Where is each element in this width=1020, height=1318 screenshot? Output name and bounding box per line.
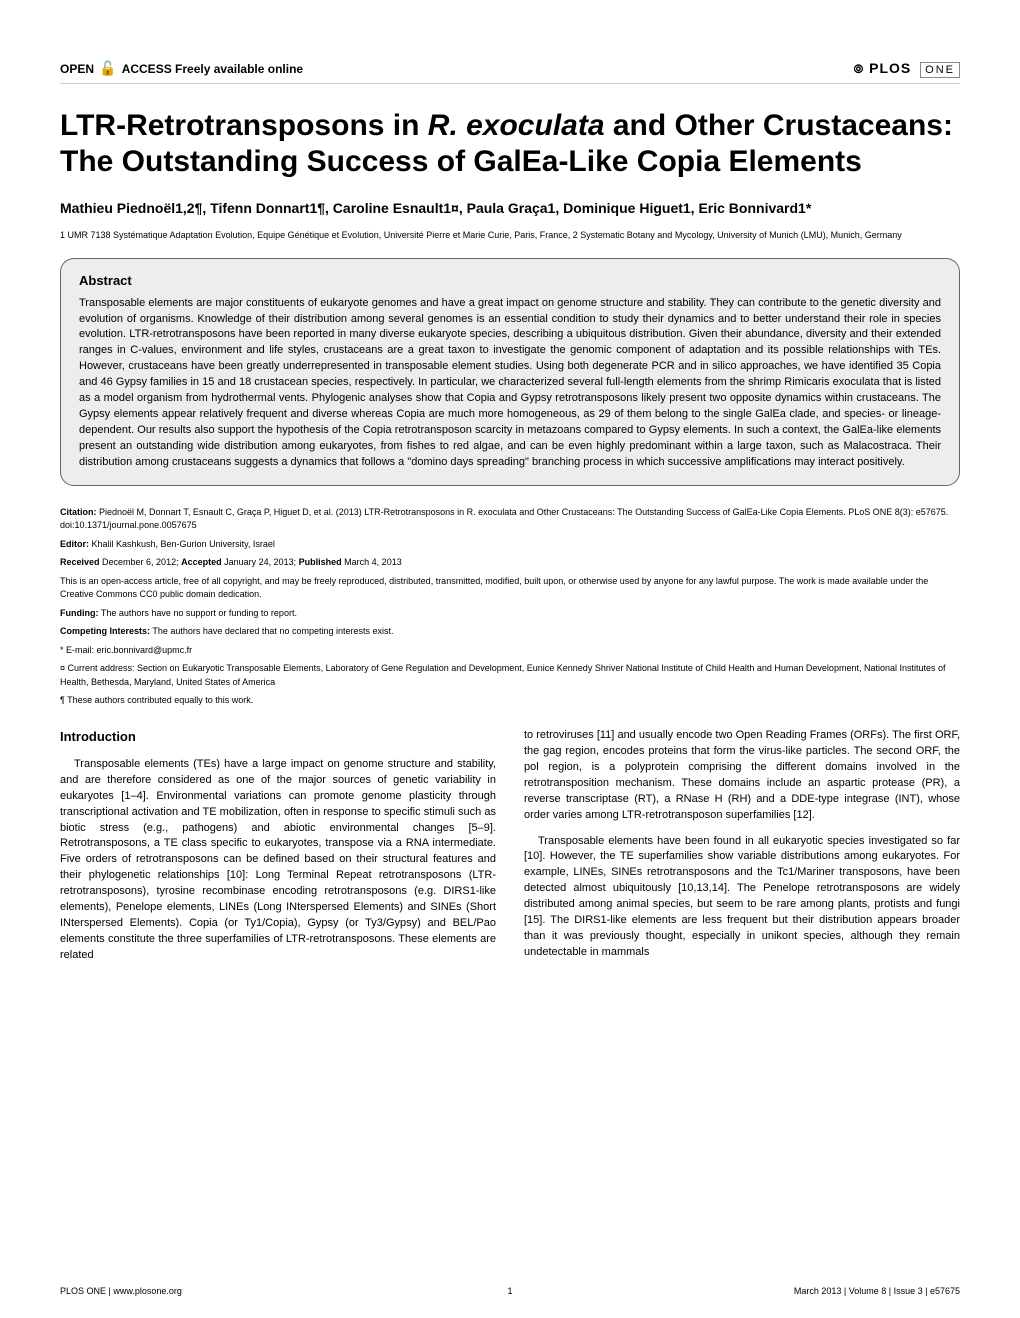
received-label: Received — [60, 557, 100, 567]
plos-circle-icon: ⦾ — [854, 62, 865, 76]
footer-left: PLOS ONE | www.plosone.org — [60, 1286, 360, 1296]
article-title: LTR-Retrotransposons in R. exoculata and… — [60, 108, 960, 180]
body-columns: Introduction Transposable elements (TEs)… — [60, 728, 960, 974]
abstract-body: Transposable elements are major constitu… — [79, 296, 941, 471]
page-footer: PLOS ONE | www.plosone.org 1 March 2013 … — [60, 1286, 960, 1296]
intro-left-p1: Transposable elements (TEs) have a large… — [60, 757, 496, 964]
accepted-text: January 24, 2013; — [222, 557, 299, 567]
editor-text: Khalil Kashkush, Ben-Gurion University, … — [89, 539, 275, 549]
funding-text: The authors have no support or funding t… — [98, 608, 296, 618]
lock-open-icon: 🔓 — [99, 60, 116, 76]
intro-right-p2: Transposable elements have been found in… — [524, 834, 960, 962]
email-line: * E-mail: eric.bonnivard@upmc.fr — [60, 644, 960, 658]
citation-label: Citation: — [60, 507, 97, 517]
funding-label: Funding: — [60, 608, 98, 618]
journal-logo: ⦾ PLOS ONE — [854, 60, 960, 77]
open-access-tagline: Freely available online — [175, 62, 303, 76]
header-row: OPEN 🔓 ACCESS Freely available online ⦾ … — [60, 60, 960, 84]
competing-label: Competing Interests: — [60, 626, 150, 636]
abstract-box: Abstract Transposable elements are major… — [60, 258, 960, 486]
editor-label: Editor: — [60, 539, 89, 549]
journal-logo-text: PLOS — [869, 60, 911, 76]
meta-block: Citation: Piednoël M, Donnart T, Esnault… — [60, 506, 960, 708]
journal-sub-text: ONE — [920, 62, 960, 78]
left-column: Introduction Transposable elements (TEs)… — [60, 728, 496, 974]
title-italic: R. exoculata — [428, 109, 605, 142]
authors-line: Mathieu Piednoël1,2¶, Tifenn Donnart1¶, … — [60, 198, 960, 219]
dates-line: Received December 6, 2012; Accepted Janu… — [60, 556, 960, 570]
open-access-badge: OPEN 🔓 ACCESS Freely available online — [60, 60, 303, 77]
title-pre: LTR-Retrotransposons in — [60, 109, 428, 142]
citation-line: Citation: Piednoël M, Donnart T, Esnault… — [60, 506, 960, 533]
open-access-prefix: OPEN — [60, 62, 94, 76]
published-text: March 4, 2013 — [342, 557, 402, 567]
intro-right-p1: to retroviruses [11] and usually encode … — [524, 728, 960, 824]
abstract-heading: Abstract — [79, 273, 941, 288]
citation-text: Piednoël M, Donnart T, Esnault C, Graça … — [60, 507, 948, 531]
competing-text: The authors have declared that no compet… — [150, 626, 393, 636]
published-label: Published — [299, 557, 342, 567]
right-column: to retroviruses [11] and usually encode … — [524, 728, 960, 974]
footer-right: March 2013 | Volume 8 | Issue 3 | e57675 — [660, 1286, 960, 1296]
current-address-line: ¤ Current address: Section on Eukaryotic… — [60, 662, 960, 689]
equal-contrib-line: ¶ These authors contributed equally to t… — [60, 694, 960, 708]
intro-heading: Introduction — [60, 728, 496, 747]
competing-line: Competing Interests: The authors have de… — [60, 625, 960, 639]
copyright-line: This is an open-access article, free of … — [60, 575, 960, 602]
affiliations: 1 UMR 7138 Systématique Adaptation Evolu… — [60, 229, 960, 242]
open-access-suffix: ACCESS — [122, 62, 172, 76]
received-text: December 6, 2012; — [100, 557, 182, 567]
funding-line: Funding: The authors have no support or … — [60, 607, 960, 621]
editor-line: Editor: Khalil Kashkush, Ben-Gurion Univ… — [60, 538, 960, 552]
accepted-label: Accepted — [181, 557, 222, 567]
footer-page-number: 1 — [360, 1286, 660, 1296]
page: OPEN 🔓 ACCESS Freely available online ⦾ … — [0, 0, 1020, 1318]
